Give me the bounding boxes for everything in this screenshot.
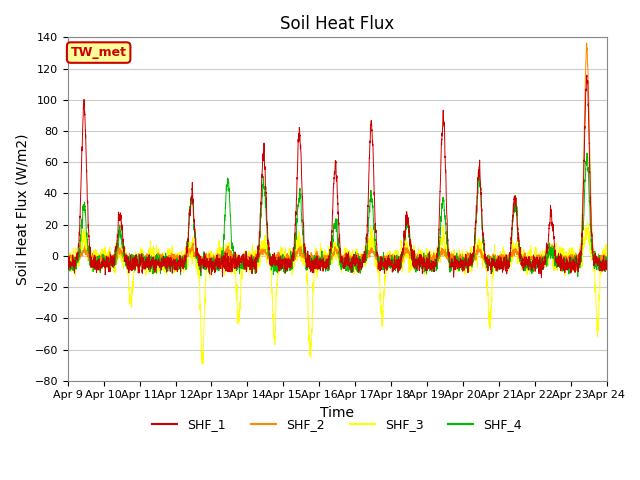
Title: Soil Heat Flux: Soil Heat Flux xyxy=(280,15,394,33)
Text: TW_met: TW_met xyxy=(70,46,127,59)
Legend: SHF_1, SHF_2, SHF_3, SHF_4: SHF_1, SHF_2, SHF_3, SHF_4 xyxy=(147,413,527,436)
X-axis label: Time: Time xyxy=(320,406,354,420)
Y-axis label: Soil Heat Flux (W/m2): Soil Heat Flux (W/m2) xyxy=(15,133,29,285)
